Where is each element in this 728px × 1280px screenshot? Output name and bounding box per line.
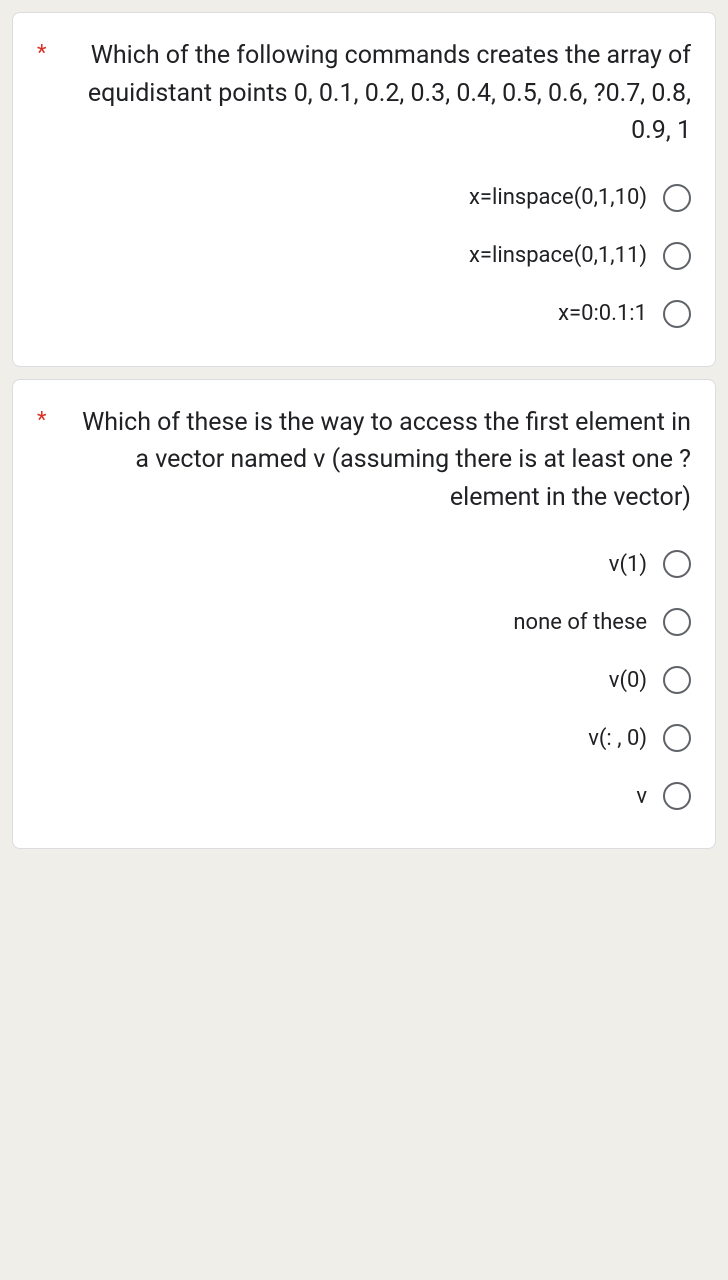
option-label: x=linspace(0,1,10) (469, 185, 647, 210)
options-container: x=linspace(0,1,10) x=linspace(0,1,11) x=… (37, 178, 691, 334)
radio-button-icon[interactable] (663, 724, 691, 752)
option-label: v(1) (609, 552, 647, 577)
question-card-1: * Which of the following commands create… (12, 12, 716, 367)
question-header: * Which of these is the way to access th… (37, 404, 691, 517)
required-indicator: * (37, 37, 46, 70)
radio-button-icon[interactable] (663, 184, 691, 212)
question-text: Which of these is the way to access the … (62, 404, 691, 517)
option-row[interactable]: none of these (37, 602, 691, 642)
question-card-2: * Which of these is the way to access th… (12, 379, 716, 850)
options-container: v(1) none of these v(0) v(: , 0) v (37, 544, 691, 816)
option-label: x=linspace(0,1,11) (469, 243, 647, 268)
radio-button-icon[interactable] (663, 782, 691, 810)
radio-button-icon[interactable] (663, 608, 691, 636)
option-label: v (636, 784, 647, 809)
option-label: x=0:0.1:1 (558, 301, 647, 326)
option-label: v(: , 0) (588, 726, 647, 751)
option-row[interactable]: v(: , 0) (37, 718, 691, 758)
option-row[interactable]: v(0) (37, 660, 691, 700)
question-header: * Which of the following commands create… (37, 37, 691, 150)
radio-button-icon[interactable] (663, 666, 691, 694)
question-text: Which of the following commands creates … (62, 37, 691, 150)
radio-button-icon[interactable] (663, 550, 691, 578)
option-label: v(0) (609, 668, 647, 693)
option-label: none of these (513, 610, 647, 635)
option-row[interactable]: v(1) (37, 544, 691, 584)
radio-button-icon[interactable] (663, 300, 691, 328)
option-row[interactable]: x=linspace(0,1,10) (37, 178, 691, 218)
required-indicator: * (37, 404, 46, 437)
option-row[interactable]: v (37, 776, 691, 816)
radio-button-icon[interactable] (663, 242, 691, 270)
option-row[interactable]: x=0:0.1:1 (37, 294, 691, 334)
option-row[interactable]: x=linspace(0,1,11) (37, 236, 691, 276)
